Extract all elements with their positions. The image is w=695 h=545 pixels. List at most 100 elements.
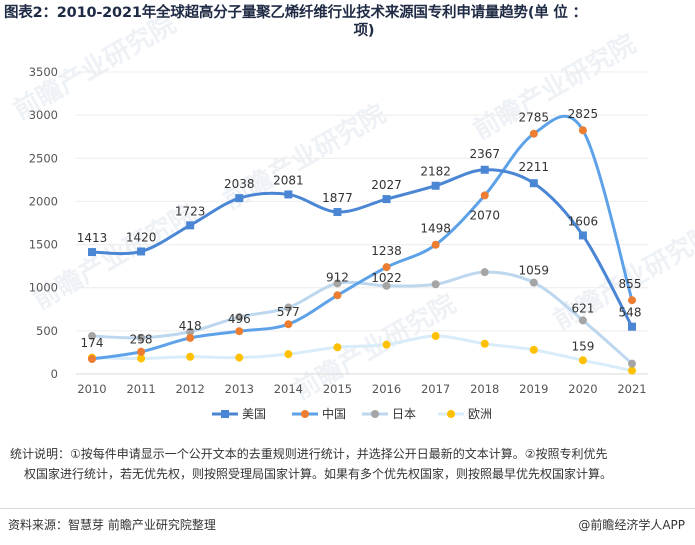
x-tick-label: 2018 [470,382,499,396]
point-marker [480,339,489,348]
point-marker [137,247,146,256]
legend-swatch-marker [221,410,229,418]
x-tick-label: 2021 [617,382,646,396]
data-label: 2785 [519,111,550,125]
x-axis-tick-labels: 2010 2011 2012 2013 2014 2015 2016 2017 2018 2019… [77,382,646,396]
x-tick-label: 2017 [421,382,450,396]
legend: 美国 中国 日本 欧洲 [212,406,492,421]
data-label: 912 [326,270,349,284]
x-tick-label: 2010 [77,382,106,396]
legend-swatch-marker [447,410,455,418]
point-marker [529,179,538,188]
series-lines [91,114,634,373]
data-label: 1238 [371,244,402,258]
point-marker [284,190,293,199]
point-marker [333,208,342,217]
data-label: 2367 [469,147,500,161]
watermark-text: 前瞻产业研究院 [468,28,641,146]
point-marker [529,345,538,354]
legend-swatch-marker [371,410,379,418]
point-marker [480,268,489,277]
x-tick-label: 2019 [519,382,548,396]
data-label: 1420 [126,230,157,244]
source-text: 资料来源：智慧芽 前瞻产业研究院整理 [8,518,216,532]
point-marker [186,327,195,336]
point-marker [88,354,96,363]
x-tick-label: 2016 [372,382,401,396]
y-tick-label: 0 [51,367,58,381]
point-marker [284,350,293,359]
point-marker [235,353,244,362]
point-marker [578,356,587,365]
point-marker [628,322,636,331]
point-marker [628,366,636,375]
y-axis-tick-labels: 0 500 1000 1500 2000 2500 3000 3500 [29,65,58,381]
y-axis-gridlines [76,71,648,375]
chart-title-line1: 图表2：2010-2021年全球超高分子量聚乙烯纤维行业技术来源国专利申请量趋势… [4,5,587,21]
statistics-notes: 统计说明：①按每件申请显示一个公开文本的去重规则进行统计，并选择公开日最新的文本… [10,444,685,484]
point-marker [382,340,391,349]
data-label: 1723 [175,204,206,218]
point-marker [284,303,293,312]
series-line-美国 [91,168,634,328]
data-label: 2211 [519,160,550,174]
data-label: 1606 [568,214,599,228]
point-marker [431,332,440,341]
data-labels: 1413 1420 1723 2038 2081 1877 2027 2182 2367 2211… [77,107,642,353]
data-label: 418 [179,319,202,333]
point-marker [88,332,96,341]
point-marker [578,126,587,135]
point-marker [431,181,440,190]
chart-title: 图表2：2010-2021年全球超高分子量聚乙烯纤维行业技术来源国专利申请量趋势… [4,4,684,40]
point-marker [578,231,587,240]
data-label: 1877 [322,191,353,205]
data-label: 2081 [273,173,304,187]
legend-label: 中国 [322,406,346,421]
series-line-欧洲 [91,334,633,373]
x-tick-label: 2012 [176,382,205,396]
data-label: 548 [619,306,642,320]
point-marker [529,278,538,287]
data-label: 2027 [371,178,402,192]
point-marker [284,320,293,329]
data-label: 855 [619,277,642,291]
point-marker [186,333,195,342]
x-tick-label: 2014 [274,382,303,396]
point-marker [88,248,96,257]
data-label: 2182 [420,165,451,179]
data-label: 1059 [519,264,550,278]
legend-swatch-marker [301,410,309,418]
point-marker [137,333,146,342]
point-marker [529,129,538,138]
data-label: 1498 [420,222,451,236]
point-marker [382,263,391,272]
y-tick-label: 2500 [29,151,58,165]
x-tick-label: 2020 [568,382,597,396]
point-marker [382,281,391,290]
line-chart: 前瞻产业研究院前瞻产业研究院前瞻产业研究院前瞻产业研究院前瞻产业研究院前瞻产业研… [8,8,695,421]
point-marker [382,195,391,204]
y-tick-label: 3000 [29,108,58,122]
point-marker [186,221,195,230]
x-tick-label: 2011 [126,382,155,396]
data-label: 1413 [77,231,108,245]
data-label: 496 [228,312,251,326]
data-label: 174 [81,336,104,350]
data-label: 159 [571,339,594,353]
point-marker [235,313,244,322]
point-marker [137,354,146,363]
footer-divider [0,508,695,509]
data-label: 2825 [568,107,599,121]
legend-label: 美国 [242,407,266,421]
notes-line1: 统计说明：①按每件申请显示一个公开文本的去重规则进行统计，并选择公开日最新的文本… [10,447,608,461]
chart-title-line2: 项) [353,23,375,39]
y-tick-label: 1500 [29,238,58,252]
notes-line2: 权国家进行统计，若无优先权，则按照受理局国家计算。如果有多个优先权国家，则按照最… [24,467,613,481]
x-tick-label: 2013 [225,382,254,396]
y-tick-label: 2000 [29,194,58,208]
series-markers [88,126,636,375]
point-marker [628,296,636,305]
data-label: 258 [130,333,153,347]
data-label: 1022 [371,271,402,285]
